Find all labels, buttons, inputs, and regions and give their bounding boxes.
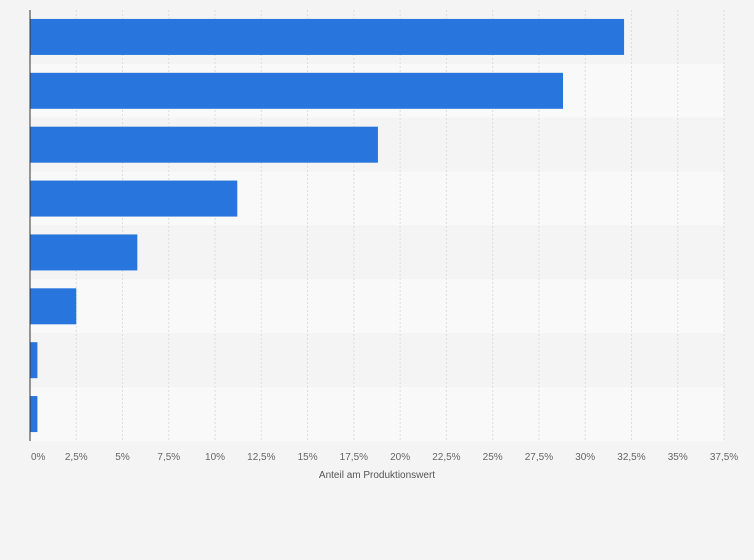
bar[interactable] <box>30 234 138 271</box>
x-tick-label: 37,5% <box>710 452 738 463</box>
x-tick-label: 0% <box>31 452 46 463</box>
x-tick-label: 7,5% <box>157 452 180 463</box>
x-tick-label: 15% <box>298 452 318 463</box>
row-bands <box>30 10 724 441</box>
x-tick-label: 22,5% <box>432 452 460 463</box>
x-tick-label: 2,5% <box>65 452 88 463</box>
row-band <box>30 279 724 334</box>
x-tick-label: 10% <box>205 452 225 463</box>
x-tick-label: 17,5% <box>340 452 368 463</box>
row-band <box>30 333 724 388</box>
x-tick-label: 25% <box>483 452 503 463</box>
x-axis-tick-labels: 0% 2,5% 5% 7,5% 10% 12,5% 15% 17,5% 20% 22,5% 25% 2… <box>31 452 738 463</box>
row-band <box>30 225 724 280</box>
bar[interactable] <box>30 18 625 55</box>
row-band <box>30 387 724 441</box>
x-tick-label: 20% <box>390 452 410 463</box>
bar[interactable] <box>30 288 77 325</box>
x-tick-label: 12,5% <box>247 452 275 463</box>
bar[interactable] <box>30 126 378 163</box>
bar[interactable] <box>30 342 38 379</box>
bar[interactable] <box>30 72 563 109</box>
x-tick-label: 30% <box>575 452 595 463</box>
bar[interactable] <box>30 396 38 433</box>
x-tick-label: 32,5% <box>617 452 645 463</box>
x-axis-title: Anteil am Produktionswert <box>319 470 435 481</box>
bars <box>30 18 625 433</box>
x-tick-label: 35% <box>668 452 688 463</box>
x-tick-label: 27,5% <box>525 452 553 463</box>
bar[interactable] <box>30 180 238 217</box>
x-tick-label: 5% <box>115 452 130 463</box>
